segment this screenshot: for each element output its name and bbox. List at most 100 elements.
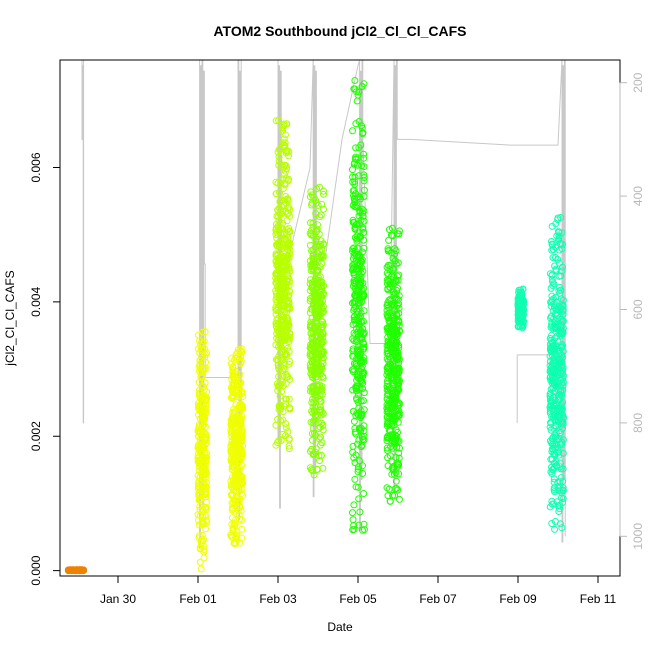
- data-point: [279, 127, 286, 134]
- data-point: [546, 390, 554, 398]
- data-point: [282, 235, 289, 243]
- data-point: [308, 436, 316, 444]
- data-point: [553, 306, 560, 314]
- data-point: [198, 539, 206, 547]
- data-point: [355, 409, 363, 417]
- data-point: [197, 565, 205, 573]
- data-point: [358, 83, 366, 91]
- data-point: [357, 141, 365, 149]
- data-point: [238, 348, 246, 356]
- data-point: [318, 200, 326, 208]
- data-point: [318, 385, 326, 393]
- data-point: [392, 277, 400, 285]
- data-point: [384, 387, 392, 395]
- data-point: [309, 265, 317, 273]
- right-tick-label: 1000: [631, 523, 645, 550]
- data-point: [310, 429, 318, 437]
- data-point: [550, 425, 558, 432]
- data-point: [383, 434, 391, 442]
- data-point: [234, 380, 242, 388]
- data-point: [395, 449, 403, 457]
- data-point: [280, 402, 288, 410]
- data-point: [392, 247, 400, 255]
- data-point: [316, 213, 324, 221]
- data-point: [360, 150, 368, 158]
- data-point: [349, 299, 356, 307]
- data-point: [307, 231, 315, 239]
- data-point: [274, 336, 282, 344]
- data-point: [394, 284, 401, 292]
- data-point: [316, 277, 324, 285]
- data-point: [313, 361, 321, 369]
- data-point: [308, 247, 315, 255]
- data-point: [555, 228, 562, 236]
- data-point: [550, 475, 558, 483]
- data-point: [280, 171, 288, 179]
- data-point: [307, 219, 314, 227]
- data-point: [203, 349, 211, 357]
- data-point: [360, 490, 368, 497]
- data-point: [385, 368, 393, 376]
- data-point: [355, 375, 363, 383]
- data-point: [395, 386, 403, 394]
- data-point: [384, 454, 392, 462]
- data-point: [236, 503, 243, 511]
- data-point: [353, 328, 361, 336]
- data-point: [355, 260, 363, 268]
- data-point: [195, 379, 203, 386]
- chart-title: ATOM2 Southbound jCl2_Cl_Cl_CAFS: [213, 23, 466, 39]
- data-point: [238, 428, 246, 436]
- data-point: [282, 395, 290, 403]
- data-point: [349, 247, 357, 255]
- data-point: [383, 444, 391, 452]
- data-point: [309, 451, 317, 459]
- data-point: [390, 392, 398, 400]
- data-point: [201, 429, 209, 437]
- data-point: [273, 330, 281, 338]
- data-point: [283, 319, 291, 327]
- data-point: [350, 186, 358, 194]
- data-point: [350, 264, 358, 272]
- data-point: [274, 314, 282, 322]
- data-point: [388, 224, 396, 232]
- data-point: [230, 483, 238, 491]
- data-point: [547, 314, 555, 322]
- data-point: [318, 408, 326, 416]
- data-point: [229, 524, 237, 532]
- data-point: [276, 145, 284, 153]
- data-point: [558, 245, 566, 253]
- data-point: [285, 360, 293, 368]
- data-point: [272, 421, 280, 429]
- data-point: [273, 356, 280, 364]
- data-point: [383, 386, 391, 394]
- data-point: [557, 418, 565, 426]
- data-point: [550, 464, 558, 472]
- data-point: [349, 352, 357, 360]
- data-point: [550, 280, 558, 288]
- data-point: [556, 478, 564, 486]
- data-point: [313, 465, 321, 473]
- data-point: [358, 441, 366, 449]
- data-point: [393, 388, 401, 396]
- data-point: [548, 466, 556, 474]
- data-point: [238, 461, 246, 469]
- data-point: [551, 525, 559, 533]
- data-point: [350, 417, 358, 425]
- data-point: [231, 419, 239, 427]
- data-point: [388, 377, 396, 385]
- data-point: [555, 232, 563, 240]
- data-point: [355, 212, 363, 220]
- data-point: [357, 309, 365, 317]
- data-point: [352, 155, 360, 163]
- data-point: [72, 566, 80, 574]
- data-point: [360, 526, 368, 534]
- data-point: [355, 88, 363, 96]
- data-point: [278, 197, 285, 205]
- data-point: [519, 310, 527, 318]
- data-point: [550, 353, 558, 361]
- data-point: [552, 293, 560, 301]
- data-point: [384, 418, 392, 426]
- data-point: [518, 295, 526, 303]
- data-point: [274, 387, 282, 395]
- data-point: [197, 369, 205, 376]
